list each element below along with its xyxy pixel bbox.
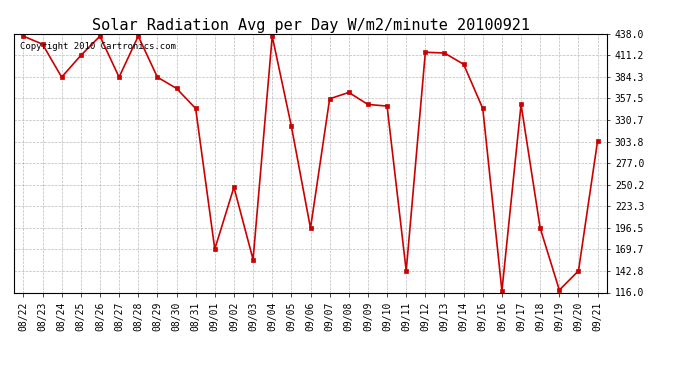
Text: Copyright 2010 Cartronics.com: Copyright 2010 Cartronics.com [20,42,176,51]
Title: Solar Radiation Avg per Day W/m2/minute 20100921: Solar Radiation Avg per Day W/m2/minute … [92,18,529,33]
